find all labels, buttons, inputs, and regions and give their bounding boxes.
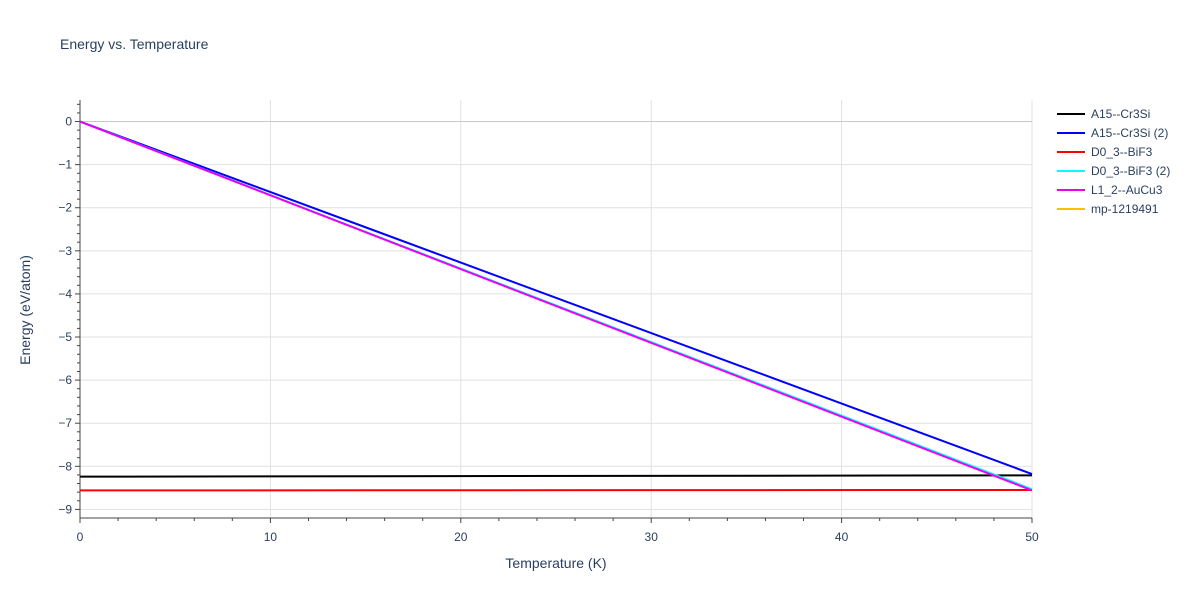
y-tick-label: −7 [58,416,72,430]
y-tick-label: −5 [58,330,72,344]
legend-label: L1_2--AuCu3 [1091,183,1163,197]
y-tick-label: −1 [58,158,72,172]
legend-item[interactable]: D0_3--BiF3 [1057,145,1153,159]
series-layer [79,120,1033,492]
chart-title: Energy vs. Temperature [60,36,209,52]
x-tick-label: 20 [454,530,468,544]
y-tick-label: −8 [58,459,72,473]
y-tick-label: 0 [65,115,72,129]
legend-label: D0_3--BiF3 (2) [1091,164,1170,178]
legend-item[interactable]: L1_2--AuCu3 [1057,183,1163,197]
legend-item[interactable]: D0_3--BiF3 (2) [1057,164,1170,178]
legend[interactable]: A15--Cr3Si A15--Cr3Si (2) D0_3--BiF3 D0_3--… [1057,107,1170,216]
y-tick-label: −6 [58,373,72,387]
x-tick-label: 40 [835,530,849,544]
labels-layer: 0 10 20 30 40 50 0 −1 −2 −3 −4 −5 −6 −7 −8 −9 [58,115,1039,544]
legend-label: A15--Cr3Si (2) [1091,126,1168,140]
x-tick-label: 30 [645,530,659,544]
y-tick-label: −4 [58,287,72,301]
axes-layer [75,100,1033,523]
legend-item[interactable]: A15--Cr3Si (2) [1057,126,1168,140]
x-tick-label: 10 [264,530,278,544]
legend-item[interactable]: mp-1219491 [1057,202,1159,216]
y-tick-label: −2 [58,201,72,215]
legend-label: A15--Cr3Si [1091,107,1150,121]
series-line [79,120,1033,492]
legend-label: mp-1219491 [1091,202,1159,216]
grid-layer [80,100,1033,518]
series-line [79,120,1033,475]
legend-label: D0_3--BiF3 [1091,145,1153,159]
x-axis-title: Temperature (K) [505,555,606,571]
y-axis-title: Energy (eV/atom) [17,255,33,365]
legend-item[interactable]: A15--Cr3Si [1057,107,1150,121]
y-tick-label: −9 [58,502,72,516]
x-tick-label: 0 [77,530,84,544]
y-tick-label: −3 [58,244,72,258]
series-line [79,474,1033,478]
x-tick-label: 50 [1025,530,1039,544]
